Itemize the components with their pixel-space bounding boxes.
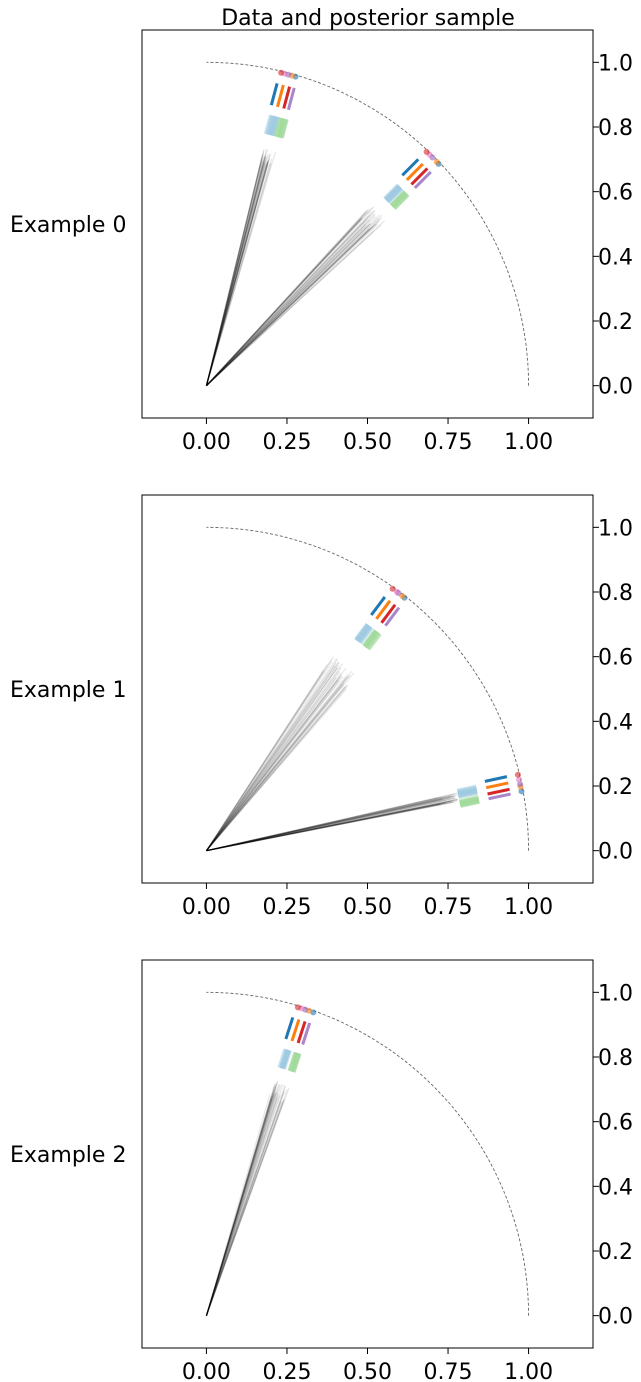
y-tick-label: 1.0 [598, 51, 633, 76]
x-tick-label: 0.25 [262, 895, 311, 920]
panel-1: Example 1 0.00 0.25 0.50 0.75 1.00 0.0 0.2 0.4 0.… [10, 495, 633, 920]
posterior-ray [206, 1084, 275, 1316]
y-tick-label: 0.2 [598, 775, 633, 800]
cluster-0 [206, 1004, 316, 1315]
y-tick-label: 0.4 [598, 1175, 633, 1200]
y-tick-label: 0.0 [598, 375, 633, 400]
data-point [278, 70, 284, 76]
posterior-ray [206, 1092, 284, 1316]
x-tick-label: 0.25 [262, 430, 311, 455]
data-point [515, 772, 521, 778]
y-tick-label: 0.0 [598, 840, 633, 865]
x-tick-label: 0.50 [343, 430, 392, 455]
x-tick-label: 1.00 [504, 430, 553, 455]
y-tick-label: 1.0 [598, 981, 633, 1006]
figure-title: Data and posterior sample [221, 6, 515, 31]
data-segment-blue [271, 83, 277, 105]
y-tick-label: 0.8 [598, 581, 633, 606]
x-tick-label: 0.75 [424, 430, 473, 455]
data-segment-orange [278, 85, 284, 107]
axes-frame [142, 960, 593, 1348]
row-label: Example 2 [10, 1143, 126, 1168]
data-point [295, 1004, 301, 1010]
panel-2: Example 2 0.00 0.25 0.50 0.75 1.00 0.0 0.2 0.4 0.… [10, 960, 633, 1382]
x-tick-label: 0.75 [424, 1360, 473, 1382]
data-segment-purple [489, 794, 511, 799]
x-tick-label: 0.25 [262, 1360, 311, 1382]
y-tick-label: 0.6 [598, 646, 633, 671]
x-tick-label: 0.00 [182, 430, 231, 455]
data-segment-orange [292, 1019, 299, 1041]
y-tick-label: 0.6 [598, 1111, 633, 1136]
y-tick-label: 0.2 [598, 310, 633, 335]
data-segment-blue [286, 1017, 293, 1039]
posterior-ray [206, 1084, 279, 1316]
reference-arc [206, 527, 528, 850]
data-point [434, 159, 440, 165]
y-tick-label: 0.4 [598, 710, 633, 735]
x-tick-label: 0.50 [343, 1360, 392, 1382]
x-tick-label: 1.00 [504, 1360, 553, 1382]
data-segment-blue [485, 777, 507, 782]
posterior-ray [206, 224, 376, 385]
row-label: Example 0 [10, 213, 126, 238]
x-tick-label: 0.50 [343, 895, 392, 920]
y-tick-label: 0.6 [598, 181, 633, 206]
data-point [424, 149, 430, 155]
panel-0: Example 0 0.00 0.25 0.50 0.75 1.00 0.0 0.2 0.4 0.… [10, 30, 633, 455]
y-tick-label: 0.2 [598, 1240, 633, 1265]
posterior-ray [206, 657, 333, 851]
axes-frame [142, 495, 593, 883]
y-tick-label: 0.8 [598, 116, 633, 141]
data-point [390, 586, 396, 592]
data-segment-red [488, 789, 510, 794]
x-tick-label: 0.00 [182, 1360, 231, 1382]
data-segment-orange [486, 783, 508, 788]
x-tick-label: 0.75 [424, 895, 473, 920]
x-tick-label: 1.00 [504, 895, 553, 920]
y-tick-label: 0.4 [598, 245, 633, 270]
y-tick-label: 1.0 [598, 516, 633, 541]
y-tick-label: 0.0 [598, 1305, 633, 1330]
x-tick-label: 0.00 [182, 895, 231, 920]
row-label: Example 1 [10, 678, 126, 703]
y-tick-label: 0.8 [598, 1046, 633, 1071]
